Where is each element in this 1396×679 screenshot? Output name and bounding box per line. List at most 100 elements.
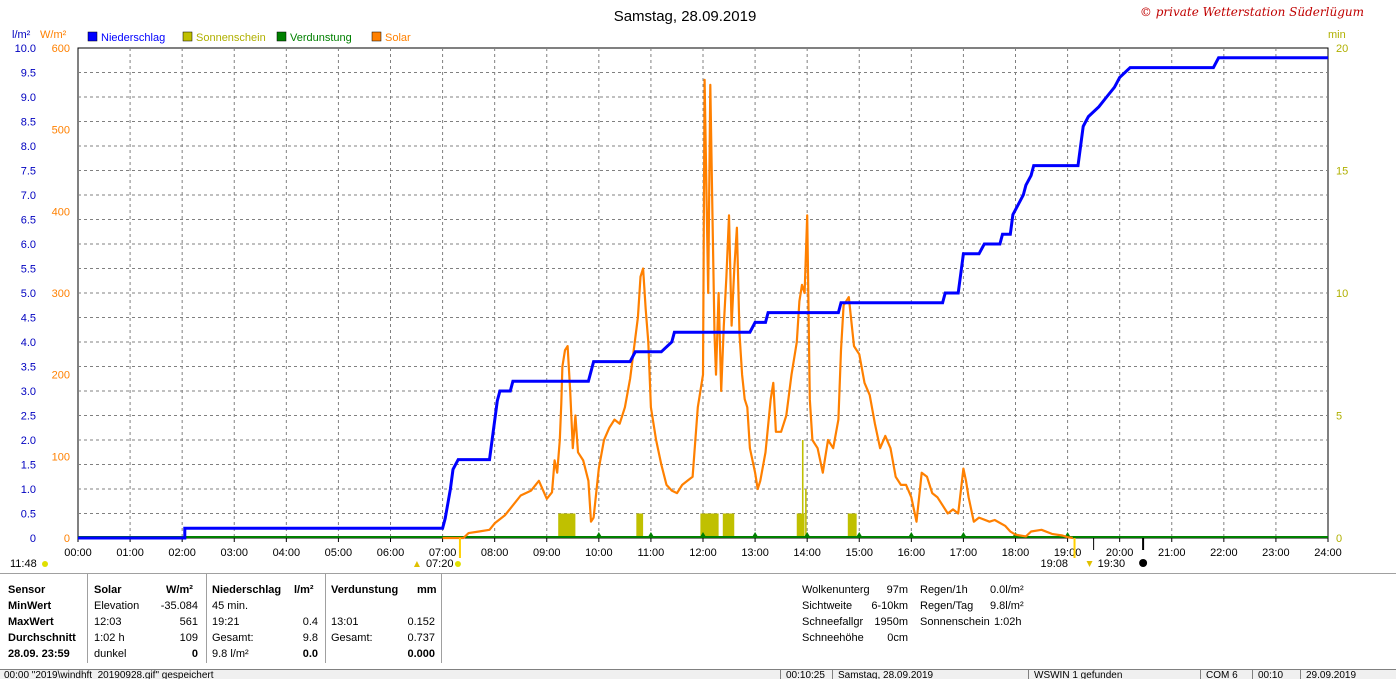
precip-tick-label: 8.0 [21,141,36,153]
x-tick-label: 09:00 [533,547,561,559]
stat-solar-a: 12:03 [94,616,122,628]
left-time-label: 11:48 [10,558,37,570]
stat-evap-b: 0.000 [407,648,435,660]
header-evap-unit: mm [417,584,437,596]
extra-key: Schneefallgr [802,616,864,628]
legend-label: Sonnenschein [196,32,266,44]
x-tick-label: 13:00 [741,547,769,559]
stat-solar-b: -35.084 [160,600,198,612]
evaporation-marker [960,532,967,537]
legend-swatch [276,31,287,42]
precip-tick-label: 1.5 [21,460,36,472]
legend-swatch [371,31,382,42]
status-date2: 29.09.2019 [1306,670,1357,679]
header-solar: Solar [94,584,122,596]
divider [441,573,442,663]
x-tick-label: 06:00 [377,547,405,559]
header-precip-unit: l/m² [294,584,314,596]
extra-value: 97m [886,584,908,596]
header-sensor: Sensor [8,584,46,596]
extra-value: 6-10km [871,600,908,612]
stat-solar-b: 109 [179,632,198,644]
status-time2: 00:10 [1258,670,1284,679]
x-tick-label: 20:00 [1106,547,1134,559]
solar-line [442,78,1073,540]
x-tick-label: 02:00 [168,547,196,559]
precip-tick-label: 2.5 [21,411,36,423]
stat-evap-a: Gesamt: [331,632,373,644]
legend-swatch [182,31,193,42]
extra-value: 9.8l/m² [990,600,1024,612]
weather-chart: 00:00 01:00 02:00 03:00 04:00 05:00 06:00 07:00… [10,5,1364,570]
stat-precip-b: 9.8 [302,632,318,644]
sunshine-bar [558,513,576,538]
stat-row-label: 28.09. 23:59 [8,648,70,660]
solar-tick-label: 600 [52,43,70,55]
stat-evap-a: 13:01 [331,616,359,628]
x-tick-label: 18:00 [1002,547,1030,559]
stat-precip-b: 0.4 [302,616,318,628]
sunshine-bar [796,513,805,538]
stat-solar-a: Elevation [94,600,140,612]
solar-tick-label: 500 [52,125,70,137]
x-tick-label: 03:00 [220,547,248,559]
legend-label: Solar [385,32,411,44]
precip-tick-label: 10.0 [15,43,36,55]
minutes-tick-label: 5 [1336,411,1342,423]
stat-row-label: Durchschnitt [8,632,76,644]
x-tick-label: 24:00 [1314,547,1342,559]
x-tick-label: 14:00 [793,547,821,559]
precip-tick-label: 8.5 [21,117,36,129]
x-tick-label: 05:00 [325,547,353,559]
evaporation-marker [856,532,863,537]
minutes-unit-label: min [1328,29,1346,41]
precip-tick-label: 9.0 [21,92,36,104]
precipitation-line [78,56,1328,540]
precip-tick-label: 5.0 [21,288,36,300]
stat-solar-a: dunkel [94,648,127,660]
sunrise-label: 07:20 [426,558,454,570]
status-date: Samstag, 28.09.2019 [838,670,934,679]
x-tick-label: 01:00 [116,547,144,559]
stat-precip-a: Gesamt: [212,632,254,644]
sunrise-icon [413,561,420,567]
precip-tick-label: 6.0 [21,239,36,251]
precip-tick-label: 6.5 [21,215,36,227]
x-tick-label: 15:00 [845,547,873,559]
minutes-tick-label: 0 [1336,533,1342,545]
extra-key: Regen/Tag [920,600,974,612]
stat-precip-b: 0.0 [302,648,318,660]
stat-solar-a: 1:02 h [94,632,125,644]
solar-tick-label: 0 [64,533,70,545]
x-tick-label: 10:00 [585,547,613,559]
precip-unit-label: l/m² [12,29,31,41]
x-tick-label: 12:00 [689,547,717,559]
sunset-icon [1086,561,1093,567]
minutes-tick-label: 10 [1336,288,1348,300]
evaporation-marker [908,532,915,537]
precip-tick-label: 3.5 [21,362,36,374]
x-tick-label: 11:00 [638,547,665,559]
status-wswin: WSWIN 1 gefunden [1034,670,1123,679]
extra-key: Sichtweite [802,600,853,612]
status-time: 00:10:25 [786,670,825,679]
header-precip: Niederschlag [212,584,282,596]
x-tick-label: 08:00 [481,547,509,559]
divider [325,573,326,663]
chart-title: Samstag, 28.09.2019 [614,8,757,25]
extra-key: Schneehöhe [802,632,864,644]
evaporation-marker [700,532,706,537]
evaporation-marker [647,532,654,537]
stat-evap-b: 0.152 [407,616,435,628]
legend-swatch [87,31,98,42]
solar-tick-label: 100 [52,451,70,463]
evaporation-marker [595,532,602,537]
stat-precip-a: 45 min. [212,600,249,612]
sunset-label: 19:08 [1041,558,1069,570]
precip-tick-label: 4.0 [21,337,36,349]
precip-tick-label: 7.0 [21,190,36,202]
extra-key: Sonnenschein [920,616,990,628]
solar-tick-label: 300 [52,288,70,300]
x-tick-label: 23:00 [1262,547,1290,559]
status-file: 00:00 "2019\windhft_20190928.gif" gespei… [4,670,214,679]
